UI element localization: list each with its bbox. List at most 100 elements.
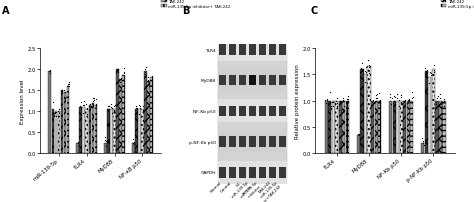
Bar	[239, 137, 246, 147]
Bar	[421, 143, 424, 154]
Y-axis label: Relative protein expression: Relative protein expression	[295, 64, 300, 138]
Bar	[82, 107, 85, 154]
Point	[139, 110, 147, 114]
Point	[82, 103, 90, 106]
Point	[52, 111, 60, 115]
Point	[400, 100, 408, 103]
Bar	[328, 101, 331, 154]
Point	[101, 139, 109, 142]
Bar	[119, 80, 122, 154]
Bar	[85, 109, 88, 154]
Point	[419, 137, 426, 140]
Point	[397, 102, 404, 105]
Point	[329, 101, 337, 104]
Point	[344, 100, 352, 103]
Point	[81, 100, 88, 103]
Point	[363, 66, 370, 69]
Point	[440, 100, 448, 103]
Point	[332, 99, 339, 103]
Point	[46, 72, 54, 76]
Bar	[259, 137, 266, 147]
Bar	[229, 106, 236, 117]
Point	[77, 107, 84, 110]
Bar	[104, 143, 107, 154]
Bar	[61, 90, 64, 154]
Point	[334, 105, 341, 108]
Point	[110, 110, 118, 113]
Bar	[229, 137, 236, 147]
Point	[437, 105, 445, 109]
Bar	[342, 101, 346, 154]
Point	[372, 97, 380, 100]
Bar	[410, 101, 413, 154]
Bar	[249, 167, 256, 178]
Bar	[138, 109, 141, 154]
Bar	[122, 76, 125, 154]
Point	[427, 72, 434, 75]
Text: NF-Kb p50: NF-Kb p50	[193, 109, 216, 113]
Point	[362, 71, 370, 75]
Point	[133, 107, 140, 110]
Bar	[107, 109, 110, 154]
Point	[387, 103, 395, 106]
Text: miR-139-5p
inhibitor+TAK-242: miR-139-5p inhibitor+TAK-242	[251, 180, 282, 202]
Point	[129, 142, 137, 145]
Point	[117, 77, 125, 80]
Point	[136, 105, 144, 108]
Bar	[79, 107, 82, 154]
Point	[432, 101, 440, 104]
Point	[59, 90, 66, 93]
Point	[114, 68, 122, 71]
Point	[92, 98, 100, 101]
Point	[129, 138, 137, 141]
Point	[130, 140, 137, 144]
Point	[46, 69, 54, 72]
Point	[327, 108, 334, 111]
Bar	[279, 76, 286, 86]
Point	[101, 136, 109, 139]
Point	[386, 93, 394, 96]
Point	[361, 70, 368, 74]
Bar	[48, 72, 51, 154]
Point	[139, 105, 147, 108]
Bar	[55, 112, 57, 154]
Point	[83, 107, 91, 110]
Point	[408, 101, 416, 105]
Point	[437, 97, 444, 101]
Point	[79, 104, 87, 107]
Point	[323, 99, 330, 103]
Point	[437, 102, 444, 106]
Y-axis label: Expression level: Expression level	[20, 79, 25, 123]
Point	[401, 103, 409, 107]
Point	[369, 99, 377, 102]
Bar	[259, 106, 266, 117]
Point	[339, 97, 347, 100]
Point	[52, 111, 59, 115]
Point	[376, 100, 383, 103]
Bar	[135, 109, 138, 154]
Point	[440, 105, 448, 108]
Point	[52, 114, 60, 118]
Bar	[219, 137, 226, 147]
Bar	[249, 76, 256, 86]
Bar	[432, 69, 435, 154]
Point	[337, 101, 345, 104]
Bar	[443, 101, 446, 154]
Point	[405, 98, 412, 101]
Point	[365, 66, 373, 69]
Point	[61, 91, 69, 95]
Point	[427, 74, 434, 78]
Bar	[279, 45, 286, 56]
Bar	[239, 167, 246, 178]
Point	[421, 67, 429, 71]
Bar	[357, 135, 360, 154]
Text: B: B	[182, 6, 190, 16]
Point	[145, 83, 153, 86]
Point	[361, 81, 369, 84]
Point	[334, 102, 341, 105]
Point	[87, 105, 94, 108]
Point	[55, 115, 63, 118]
Point	[436, 93, 444, 97]
Point	[55, 112, 63, 115]
Point	[373, 97, 381, 100]
